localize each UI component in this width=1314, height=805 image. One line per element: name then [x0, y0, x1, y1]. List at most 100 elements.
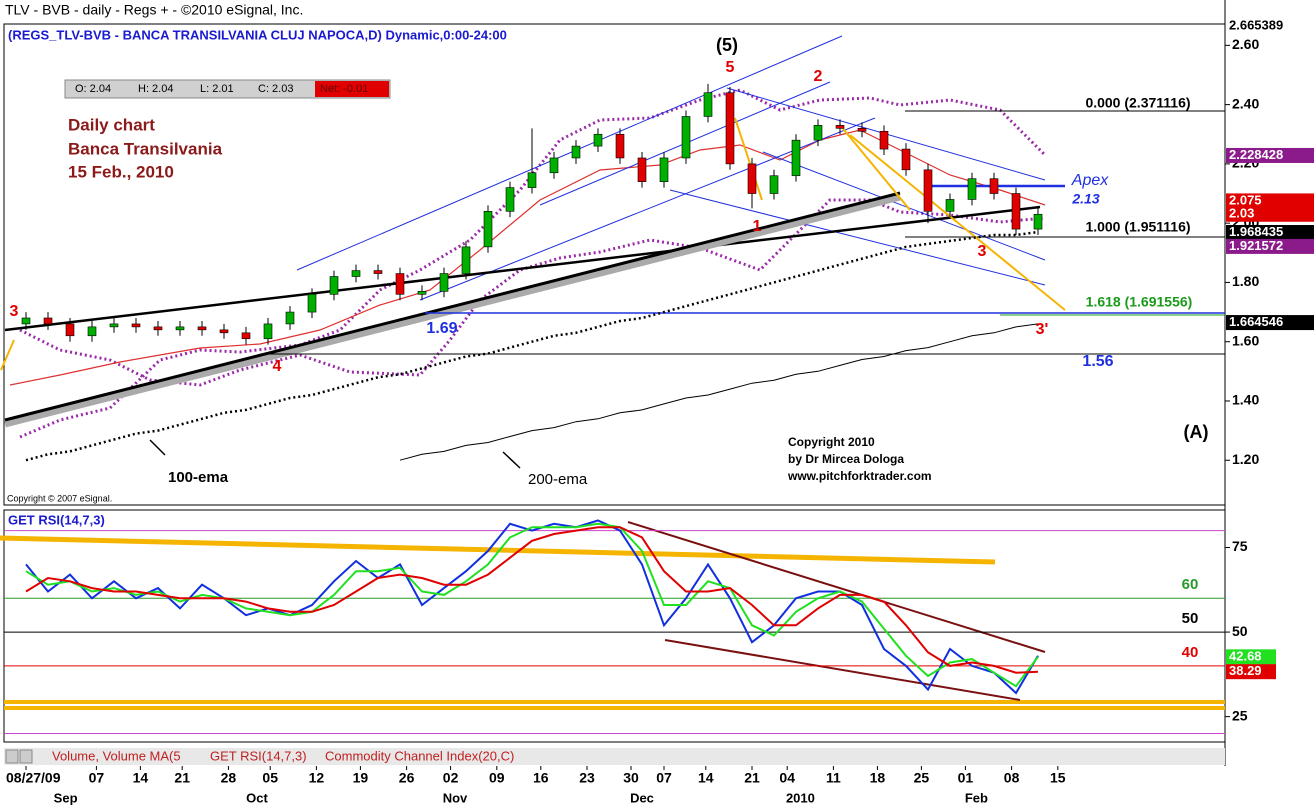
candle-body — [923, 169, 933, 212]
price-tag-label: 2.03 — [1229, 206, 1254, 221]
annotation: 3' — [1036, 321, 1049, 338]
candle-body — [197, 326, 207, 331]
price-tag — [1226, 147, 1314, 163]
pitchfork-line — [762, 151, 1046, 261]
candle-body — [835, 125, 845, 129]
annotation: 1.000 (1.951116) — [1085, 219, 1190, 235]
x-tick-label: 15 — [1050, 770, 1066, 786]
rsi-line — [25, 526, 1039, 674]
candle-body — [483, 211, 493, 248]
candle-body — [945, 199, 955, 212]
candle-body — [109, 323, 119, 328]
pointer — [149, 439, 166, 456]
annotation: 1 — [753, 218, 762, 235]
level-label: 50 — [1182, 610, 1199, 627]
trend-line — [4, 191, 901, 422]
upper-band — [19, 88, 1047, 439]
tab-bar — [4, 748, 1225, 765]
candle-body — [505, 187, 515, 212]
candle-body — [439, 273, 449, 292]
tab-scroll[interactable] — [19, 749, 33, 764]
candle-body — [43, 317, 53, 325]
candle-body — [967, 178, 977, 200]
overlay-label: 100-ema — [168, 469, 229, 486]
candle-body — [21, 317, 31, 325]
tab[interactable]: Commodity Channel Index(20,C) — [325, 748, 514, 763]
month-label: Sep — [54, 790, 78, 805]
candle-body — [703, 92, 713, 117]
price-tag — [1226, 206, 1314, 222]
candle-body — [285, 311, 295, 325]
tab[interactable]: GET RSI(14,7,3) — [210, 748, 307, 763]
candle-body — [725, 92, 735, 165]
rsi-line — [25, 519, 1039, 695]
month-label: Oct — [246, 790, 268, 805]
candle-body — [593, 133, 603, 147]
price-tag — [1226, 315, 1314, 331]
annotation: (A) — [1184, 422, 1209, 442]
value-tag-label: 38.29 — [1229, 663, 1262, 678]
x-tick-label: 12 — [309, 770, 325, 786]
x-tick-label: 07 — [89, 770, 105, 786]
tab-scroll[interactable] — [5, 749, 19, 764]
candle-body — [131, 323, 141, 328]
candle-body — [615, 133, 625, 159]
x-tick-label: 14 — [698, 770, 714, 786]
candle-body — [1033, 213, 1043, 230]
annotation: 1.56 — [1082, 353, 1113, 370]
x-tick-label: 08/27/09 — [6, 770, 61, 786]
x-tick-label: 11 — [826, 770, 841, 786]
ohlc-text: L: 2.01 — [200, 83, 234, 95]
copyright: by Dr Mircea Dologa — [788, 452, 904, 466]
candle-body — [879, 130, 889, 150]
annotation: (5) — [716, 35, 738, 55]
x-tick-label: 08 — [1004, 770, 1020, 786]
esignal-note: Copyright © 2007 eSignal. — [7, 493, 112, 503]
candle-body — [901, 148, 911, 171]
arrow — [0, 339, 15, 371]
arrow — [734, 117, 763, 201]
rsi-title: GET RSI(14,7,3) — [8, 512, 105, 527]
overlay-line — [399, 323, 1039, 461]
annotation: 2.13 — [1071, 191, 1099, 207]
ohlc-text: H: 2.04 — [138, 83, 173, 95]
x-tick-label: 28 — [221, 770, 237, 786]
candle-body — [351, 270, 361, 277]
price-tag — [1226, 193, 1314, 209]
candle-body — [571, 145, 581, 159]
x-tick-label: 07 — [656, 770, 672, 786]
price-tag-label: 1.968435 — [1229, 224, 1283, 239]
candle-body — [241, 332, 251, 340]
y-tick-label: 2.40 — [1232, 95, 1259, 111]
month-label: Nov — [443, 790, 468, 805]
net-box — [315, 81, 389, 97]
value-tag-label: 42.68 — [1229, 648, 1262, 663]
y-tick-label: 1.20 — [1232, 451, 1259, 467]
header-title: TLV - BVB - daily - Regs + - ©2010 eSign… — [5, 2, 303, 18]
copyright: www.pitchforktrader.com — [787, 469, 932, 483]
x-tick-label: 21 — [744, 770, 760, 786]
annotation: 1.69 — [426, 320, 457, 337]
month-label: 2010 — [786, 790, 815, 805]
month-label: Dec — [630, 790, 654, 805]
candle-body — [989, 178, 999, 194]
annotation: Apex — [1071, 172, 1109, 189]
candle-body — [307, 293, 317, 313]
x-tick-label: 26 — [399, 770, 415, 786]
pitchfork-line — [669, 189, 1046, 286]
candle-body — [65, 323, 75, 337]
annotation: 3 — [10, 303, 19, 320]
value-tag — [1226, 649, 1276, 665]
candle-body — [417, 291, 427, 295]
price-tag-label: 1.921572 — [1229, 238, 1283, 253]
y-tick-label: 25 — [1232, 707, 1248, 723]
channel-line — [296, 35, 843, 271]
annotation: 0.000 (2.371116) — [1085, 95, 1190, 111]
y-tick-label: 1.60 — [1232, 332, 1259, 348]
x-tick-label: 04 — [779, 770, 795, 786]
tab[interactable]: Volume, Volume MA(5 — [52, 748, 181, 763]
value-tag — [1226, 664, 1276, 680]
candle-body — [87, 326, 97, 337]
